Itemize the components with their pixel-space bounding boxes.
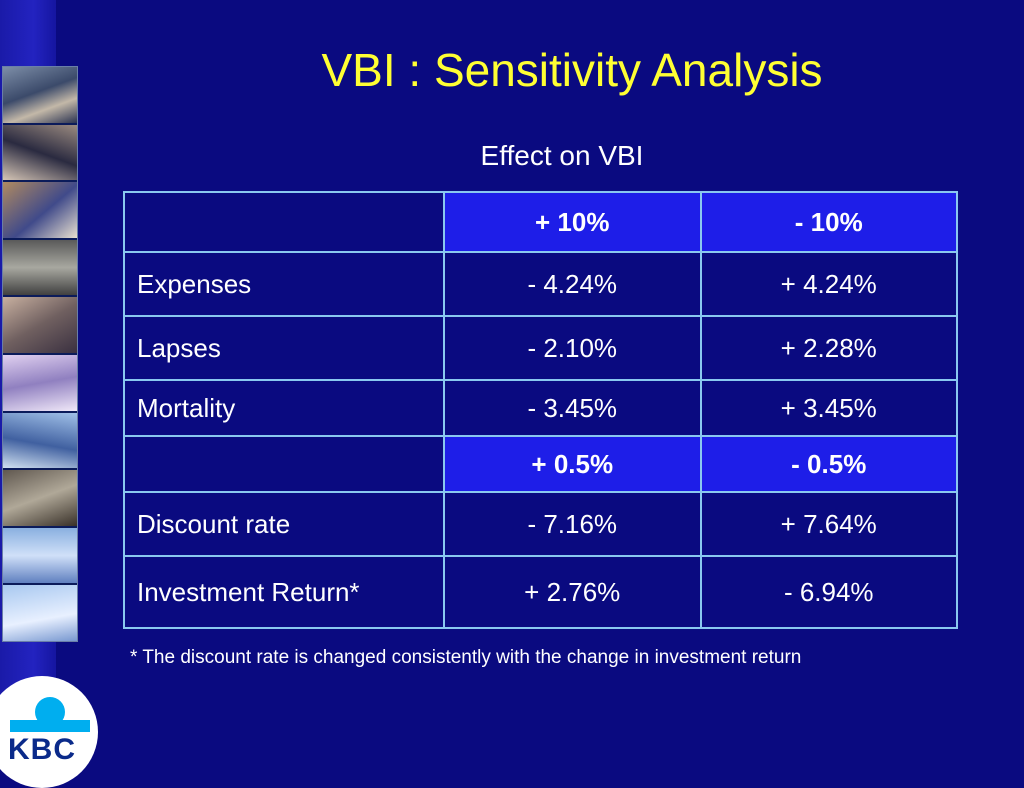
row-value-plus: - 4.24% [443, 251, 702, 317]
photo-thumbnail [3, 67, 77, 125]
row-value-minus: + 2.28% [699, 315, 958, 381]
photo-thumbnail [3, 297, 77, 355]
row-label: Lapses [123, 315, 445, 381]
header-cell-plus: + 0.5% [443, 435, 702, 493]
photo-thumbnail [3, 124, 77, 183]
row-value-minus: + 4.24% [699, 251, 958, 317]
kbc-logo-text: KBC [8, 733, 76, 766]
row-value-plus: - 3.45% [443, 379, 702, 437]
row-value-plus: - 2.10% [443, 315, 702, 381]
row-value-minus: - 6.94% [699, 555, 958, 629]
slide-title: VBI : Sensitivity Analysis [321, 44, 823, 96]
kbc-logo-circle [0, 676, 98, 788]
photo-thumbnail [3, 527, 77, 586]
row-value-minus: + 3.45% [699, 379, 958, 437]
header-cell-plus: + 10% [443, 191, 702, 253]
photo-thumbnail [3, 182, 77, 240]
row-label: Investment Return* [123, 555, 445, 629]
row-value-minus: + 7.64% [699, 491, 958, 557]
photo-thumbnail [3, 585, 77, 641]
sensitivity-table: + 10% - 10% Expenses - 4.24% + 4.24% Lap… [123, 191, 958, 629]
row-value-plus: + 2.76% [443, 555, 702, 629]
row-label: Discount rate [123, 491, 445, 557]
header-cell-empty [123, 435, 445, 493]
photo-thumbnail [3, 470, 77, 528]
photo-thumbnail [3, 354, 77, 413]
table-row: Mortality - 3.45% + 3.45% [123, 379, 958, 437]
table-row: Investment Return* + 2.76% - 6.94% [123, 555, 958, 629]
kbc-logo-figure-bar [10, 720, 90, 732]
row-value-plus: - 7.16% [443, 491, 702, 557]
table-header-row: + 10% - 10% [123, 191, 958, 253]
table-row: Lapses - 2.10% + 2.28% [123, 315, 958, 381]
table-subtitle: Effect on VBI [480, 140, 644, 171]
table-header-row: + 0.5% - 0.5% [123, 435, 958, 493]
header-cell-empty [123, 191, 445, 253]
row-label: Mortality [123, 379, 445, 437]
header-cell-minus: - 10% [699, 191, 958, 253]
row-label: Expenses [123, 251, 445, 317]
photo-thumbnail [3, 239, 77, 298]
header-cell-minus: - 0.5% [699, 435, 958, 493]
photo-thumbnail [3, 412, 77, 471]
footnote: * The discount rate is changed consisten… [130, 647, 802, 668]
photo-strip [2, 66, 78, 642]
table-row: Discount rate - 7.16% + 7.64% [123, 491, 958, 557]
table-row: Expenses - 4.24% + 4.24% [123, 251, 958, 317]
